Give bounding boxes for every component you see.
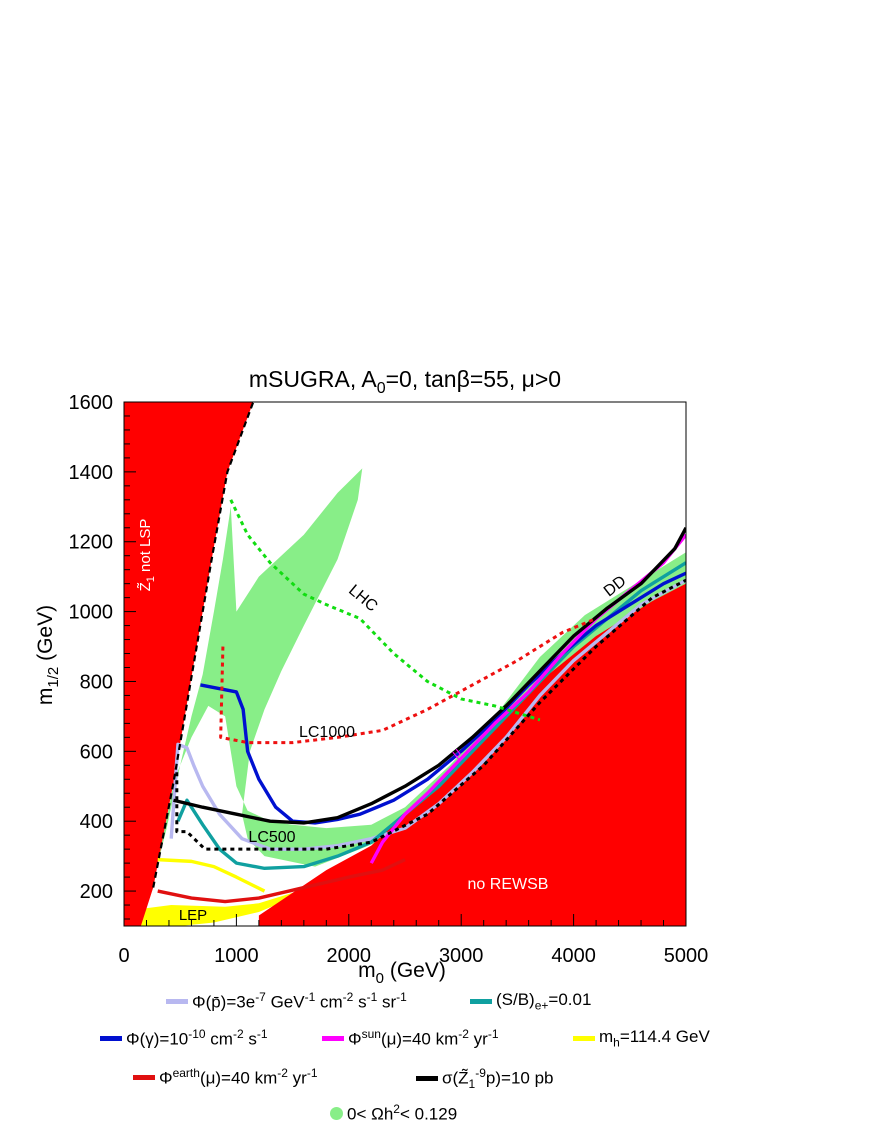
y-tick-label: 1200 — [69, 532, 114, 554]
x-tick-label: 0 — [118, 945, 129, 967]
legend-swatch — [322, 1035, 344, 1041]
legend-label: σ(Z̃1-9p)=10 pb — [442, 1066, 554, 1092]
plot-frame — [123, 401, 687, 927]
relic-density-region — [149, 468, 686, 892]
legend-label: mh=114.4 GeV — [599, 1027, 710, 1050]
legend-swatch — [470, 998, 492, 1004]
series-lc500 — [175, 578, 686, 851]
legend-item-dd: σ(Z̃1-9p)=10 pb — [416, 1066, 554, 1091]
legend-swatch — [416, 1076, 438, 1082]
series-sb — [176, 561, 686, 871]
legend-item-gamma: Φ(γ)=10-10 cm-2 s-1 — [100, 1027, 268, 1050]
legend-swatch — [166, 998, 188, 1004]
y-tick-label: 200 — [80, 881, 113, 903]
series-pbar — [169, 578, 686, 851]
series-gamma — [200, 571, 686, 825]
lsp-boundary — [152, 402, 255, 888]
y-tick-label: 1000 — [69, 602, 114, 624]
legend-label: Φ(p̄)=3e-7 GeV-1 cm-2 s-1 sr-1 — [192, 990, 407, 1012]
legend-item-muearth: Φearth(μ)=40 km-2 yr-1 — [133, 1066, 318, 1089]
y-tick-label: 1400 — [69, 462, 114, 484]
label-lc1000: LC1000 — [299, 724, 355, 741]
legend-label: Φsun(μ)=40 km-2 yr-1 — [348, 1027, 499, 1049]
x-tick-label: 1000 — [214, 945, 259, 967]
series-mh — [157, 857, 266, 893]
label-rewsb: no REWSB — [468, 876, 549, 893]
y-axis-label: m1/2 (GeV) — [34, 605, 62, 705]
y-tick-label: 1600 — [69, 392, 114, 414]
label-lc500: LC500 — [248, 829, 295, 846]
legend-item-mh: mh=114.4 GeV — [573, 1027, 710, 1049]
legend-swatch — [100, 1035, 122, 1041]
x-axis-label: m0 (GeV) — [358, 959, 446, 987]
x-tick-label: 3000 — [439, 945, 484, 967]
plot-area — [124, 402, 686, 926]
no-rewsb-region — [258, 583, 686, 926]
legend-label: 0< Ωh2< 0.129 — [347, 1102, 458, 1124]
label-lhc: LHC — [345, 582, 380, 616]
legend-swatch — [330, 1106, 343, 1120]
legend-swatch — [573, 1035, 595, 1041]
legend-swatch — [133, 1074, 155, 1080]
series-lhc — [229, 499, 541, 722]
legend-item-relic: 0< Ωh2< 0.129 — [330, 1102, 457, 1125]
legend-item-sb: (S/B)e+=0.01 — [470, 990, 591, 1012]
lep-excluded-region — [138, 751, 484, 926]
lsp-excluded-region — [124, 402, 254, 926]
label-lep: LEP — [179, 907, 207, 924]
axes: 0 1000 2000 3000 4000 5000 200 400 600 800 1000 120… — [69, 392, 709, 967]
y-tick-label: 800 — [80, 671, 113, 693]
y-tick-label: 400 — [80, 811, 113, 833]
x-tick-label: 4000 — [551, 945, 596, 967]
x-tick-label: 5000 — [664, 945, 709, 967]
legend-label: (S/B)e+=0.01 — [496, 990, 592, 1013]
series-muearth — [157, 858, 406, 904]
series-dd — [173, 526, 686, 825]
y-tick-label: 600 — [80, 741, 113, 763]
x-tick-label: 2000 — [327, 945, 372, 967]
legend-item-pbar: Φ(p̄)=3e-7 GeV-1 cm-2 s-1 sr-1 — [166, 990, 407, 1013]
legend-item-musun: Φsun(μ)=40 km-2 yr-1 — [322, 1027, 499, 1050]
legend-label: Φ(γ)=10-10 cm-2 s-1 — [126, 1027, 268, 1049]
chart-title: mSUGRA, A0=0, tanβ=55, μ>0 — [249, 366, 561, 397]
legend-label: Φearth(μ)=40 km-2 yr-1 — [159, 1066, 318, 1088]
label-lsp: Z̃1 not LSP — [137, 519, 157, 592]
